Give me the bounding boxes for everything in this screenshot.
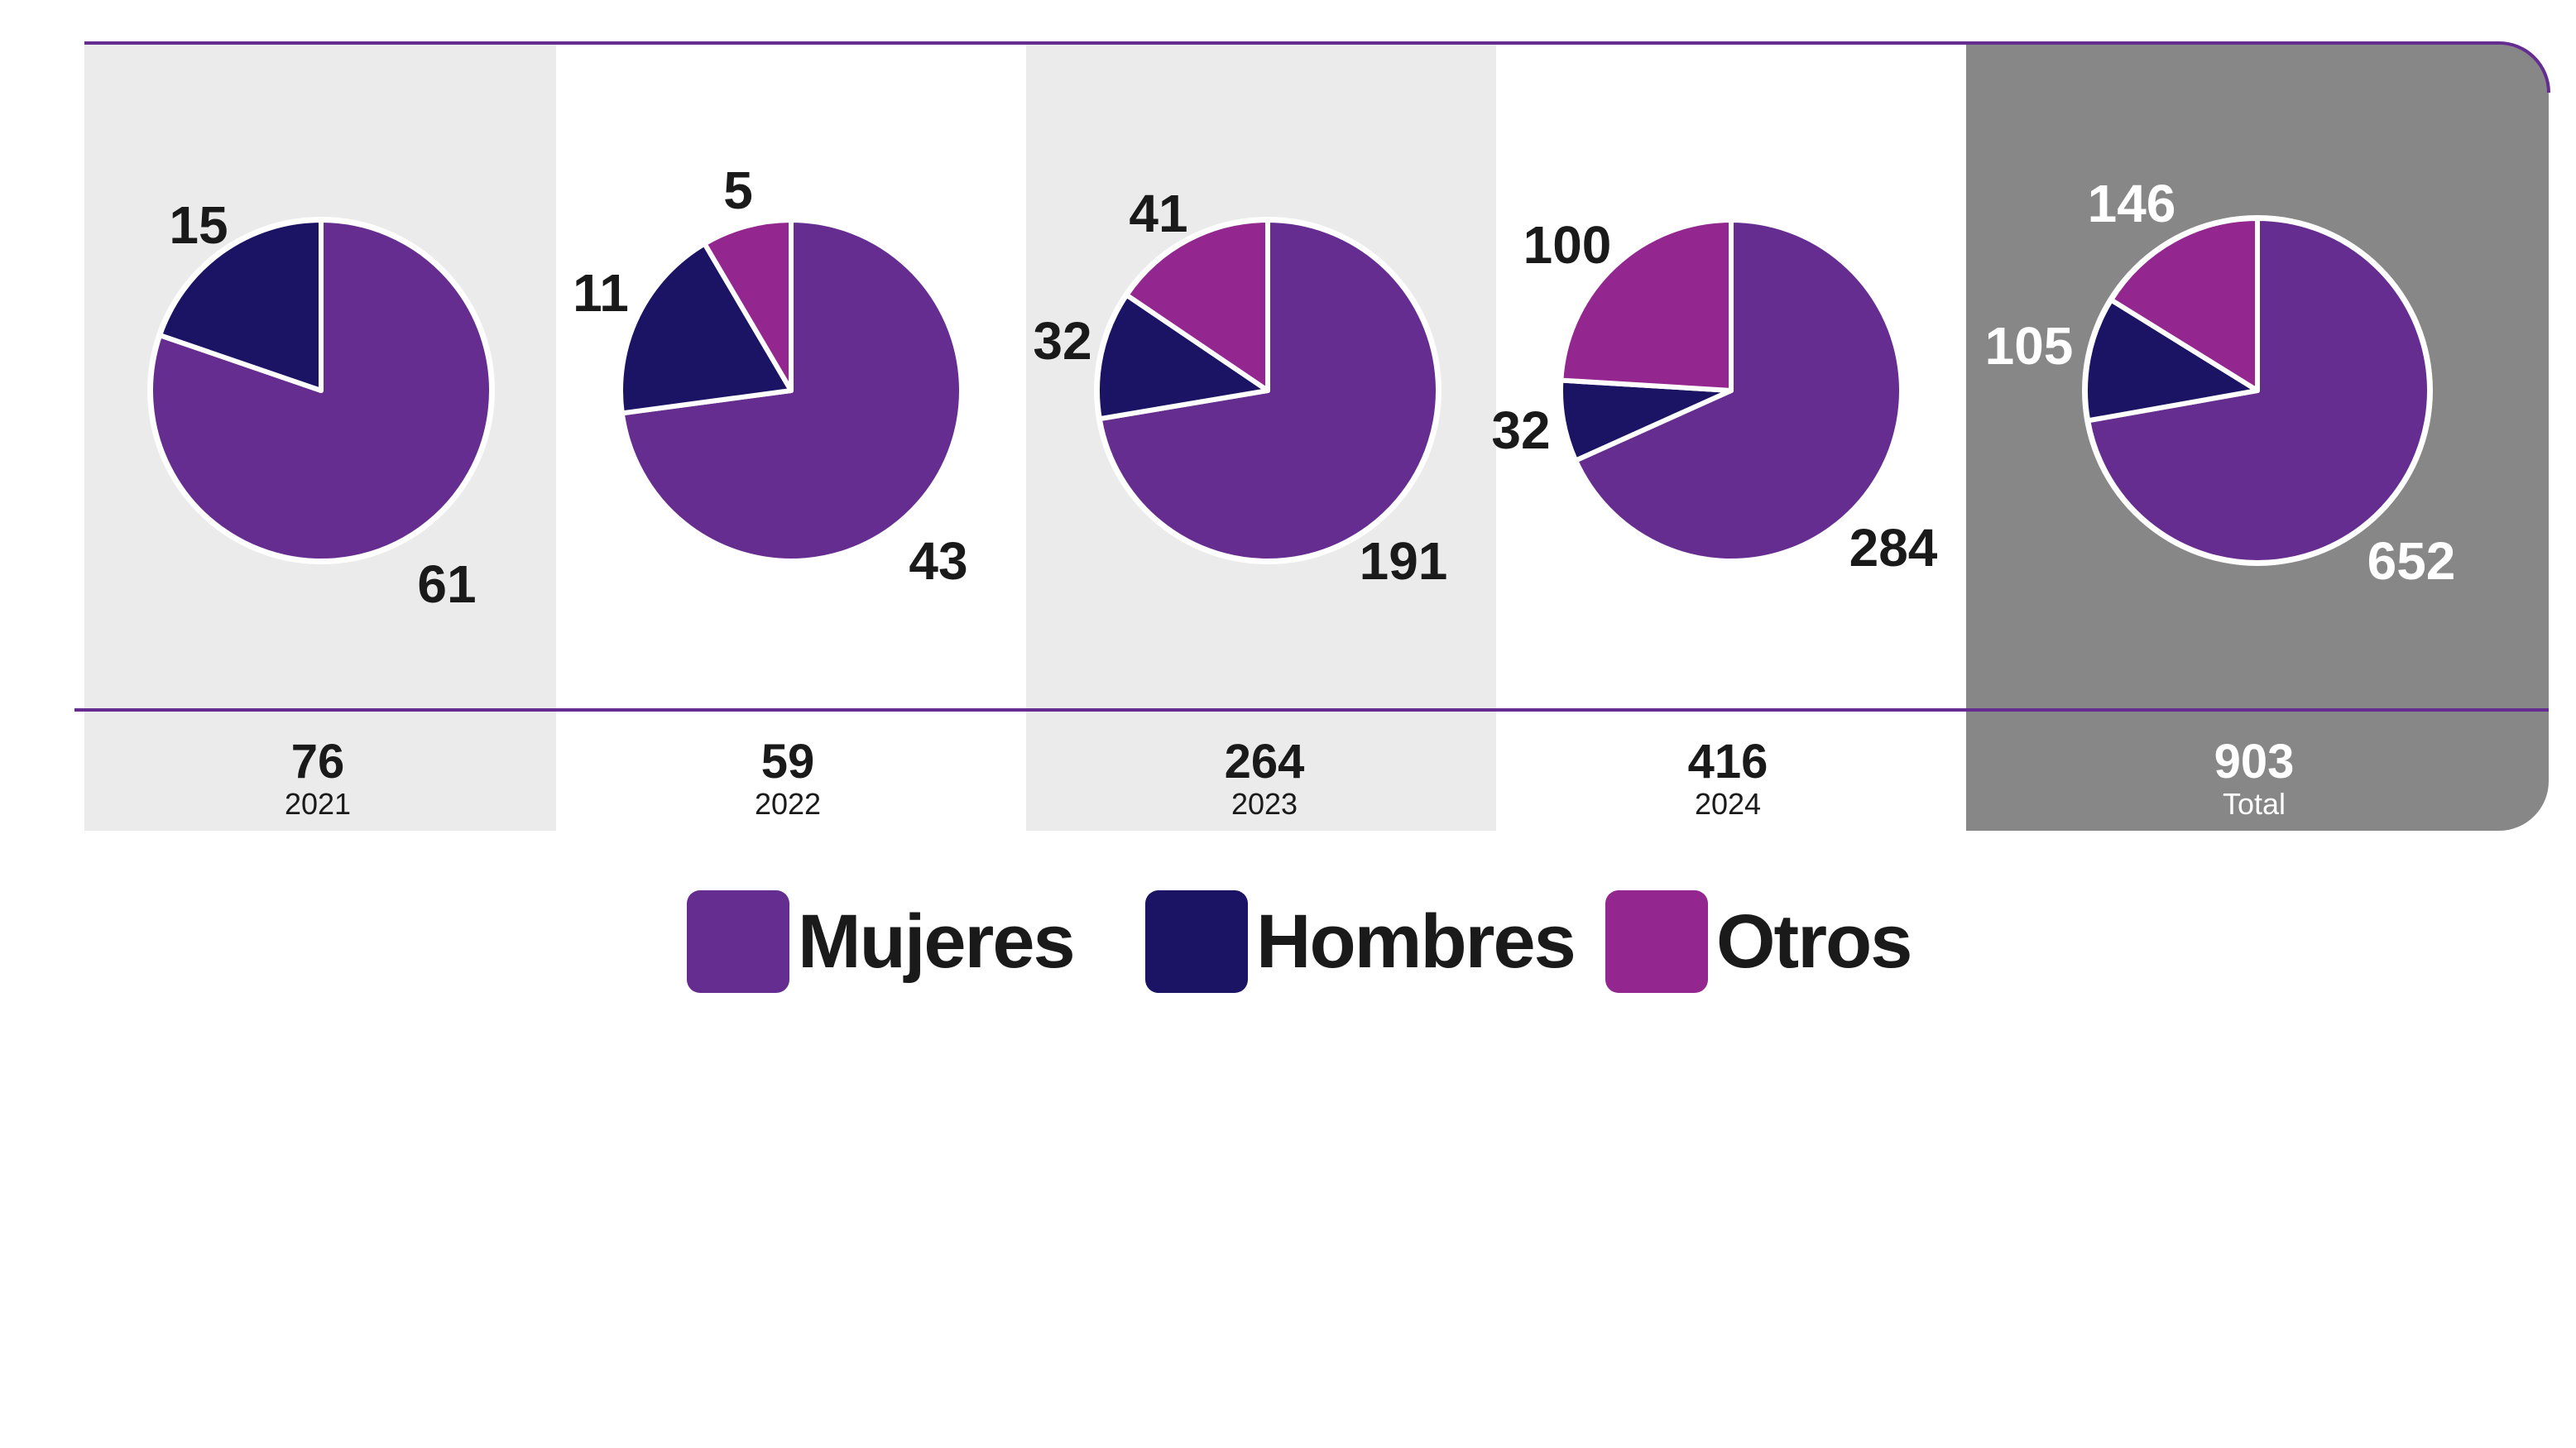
legend-label: Mujeres	[798, 899, 1076, 984]
column-label: Total	[2223, 787, 2286, 821]
data-label-otros: 5	[723, 161, 753, 220]
data-label-otros: 41	[1129, 184, 1187, 243]
data-label-mujeres: 652	[2367, 531, 2456, 591]
pie-slice-otros	[1558, 218, 1734, 393]
data-label-hombres: 15	[169, 195, 228, 255]
column-label: 2022	[755, 787, 821, 821]
pie-slice-otros	[702, 218, 794, 393]
legend-label: Hombres	[1256, 899, 1576, 984]
column-total: 903	[2214, 735, 2295, 789]
pie-slice-hombres	[2083, 297, 2260, 424]
pie-slice-otros	[2108, 216, 2260, 393]
legend-swatch-mujeres	[687, 890, 789, 993]
pie-slice-mujeres	[1573, 218, 1904, 563]
data-label-otros: 100	[1523, 215, 1612, 275]
data-label-mujeres: 43	[909, 531, 967, 591]
column-total: 416	[1688, 735, 1768, 789]
pie-slice-hombres	[1094, 292, 1270, 422]
data-label-hombres: 11	[573, 263, 629, 323]
column-label: 2023	[1231, 787, 1298, 821]
top-rule	[84, 41, 2550, 93]
legend-swatch-otros	[1605, 890, 1708, 993]
column-total: 59	[761, 735, 815, 789]
legend-label: Otros	[1716, 899, 1912, 984]
data-label-mujeres: 191	[1360, 531, 1448, 591]
data-label-mujeres: 61	[417, 554, 476, 614]
pie-slice-hombres	[618, 241, 794, 416]
data-label-hombres: 32	[1491, 400, 1550, 460]
legend-item-otros: Otros	[1605, 890, 1912, 993]
column-label: 2024	[1695, 787, 1761, 821]
legend-item-mujeres: Mujeres	[687, 890, 1076, 993]
legend: Mujeres Hombres Otros	[0, 890, 2576, 993]
column-label: 2021	[285, 787, 351, 821]
column-total: 76	[291, 735, 345, 789]
data-label-hombres: 105	[1985, 316, 2074, 376]
legend-swatch-hombres	[1145, 890, 1248, 993]
data-label-hombres: 32	[1033, 311, 1091, 371]
data-label-otros: 146	[2088, 174, 2176, 233]
legend-item-hombres: Hombres	[1145, 890, 1576, 993]
data-label-mujeres: 284	[1849, 518, 1938, 578]
column-total: 264	[1225, 735, 1305, 789]
pie-slice-hombres	[157, 218, 324, 393]
pie-slice-otros	[1124, 218, 1270, 393]
